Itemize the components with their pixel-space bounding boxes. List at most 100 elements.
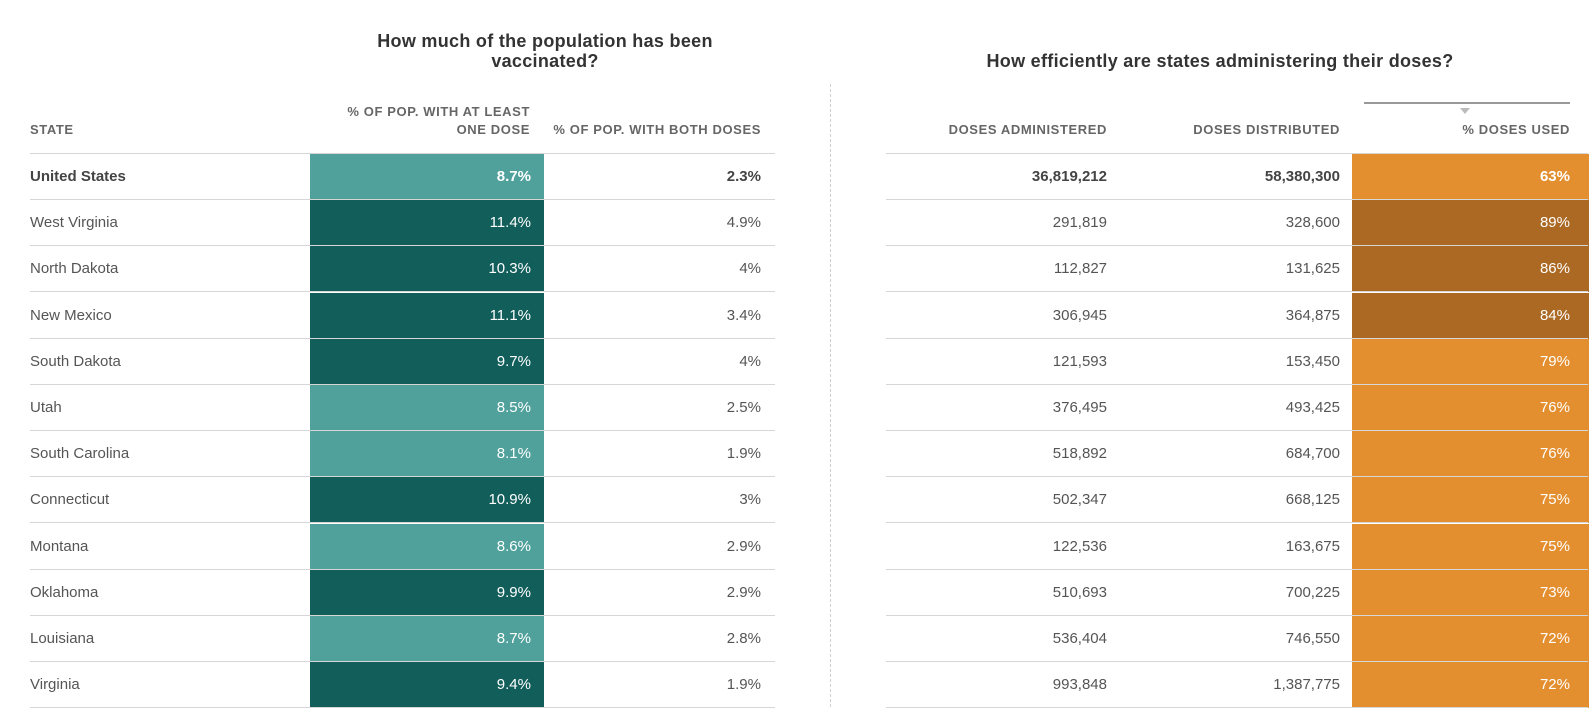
row-divider-left: [30, 430, 775, 431]
table-row[interactable]: North Dakota 10.3% 4% 112,827 131,625 86%: [0, 246, 1589, 292]
doses-administered-cell: 993,848: [1052, 676, 1107, 693]
one-dose-fill: [310, 385, 544, 431]
table-row[interactable]: South Dakota 9.7% 4% 121,593 153,450 79%: [0, 339, 1589, 385]
sort-descending-icon[interactable]: [1460, 108, 1470, 114]
right-panel-title: How efficiently are states administering…: [986, 51, 1454, 71]
one-dose-cell: 8.7%: [496, 630, 531, 647]
doses-used-cell: 75%: [1539, 538, 1570, 555]
table-row[interactable]: Oklahoma 9.9% 2.9% 510,693 700,225 73%: [0, 570, 1589, 616]
doses-used-fill: [1352, 293, 1589, 339]
doses-distributed-cell: 131,625: [1285, 260, 1340, 277]
both-doses-cell: 4.9%: [726, 214, 761, 231]
state-name-cell: South Carolina: [30, 445, 130, 462]
row-divider-right: [886, 430, 1588, 431]
row-divider-right: [886, 291, 1588, 292]
one-dose-fill: [310, 570, 544, 616]
row-divider-left: [30, 661, 775, 662]
doses-distributed-cell: 493,425: [1285, 399, 1340, 416]
doses-used-fill: [1352, 477, 1589, 523]
doses-used-cell: 76%: [1539, 445, 1570, 462]
state-name-cell: North Dakota: [30, 260, 119, 277]
header-doses-administered[interactable]: DOSES ADMINISTERED: [948, 122, 1107, 137]
row-divider-right: [886, 245, 1588, 246]
header-percent-doses-used[interactable]: % DOSES USED: [1462, 122, 1570, 137]
table-row-national[interactable]: United States 8.7% 2.3% 36,819,212 58,380,30…: [0, 154, 1589, 200]
doses-distributed-cell: 746,550: [1285, 630, 1340, 647]
one-dose-cell: 11.4%: [489, 214, 531, 231]
header-state[interactable]: STATE: [30, 122, 74, 137]
table-row[interactable]: South Carolina 8.1% 1.9% 518,892 684,700 76%: [0, 431, 1589, 477]
doses-administered-cell: 121,593: [1052, 353, 1107, 370]
row-divider-right: [886, 199, 1588, 200]
one-dose-cell: 9.7%: [496, 353, 531, 370]
doses-administered-cell: 536,404: [1052, 630, 1107, 647]
doses-administered-cell: 518,892: [1052, 445, 1107, 462]
row-divider-left: [30, 384, 775, 385]
doses-administered-cell: 502,347: [1052, 491, 1107, 508]
state-name-cell: United States: [30, 168, 126, 185]
row-divider-right: [886, 476, 1588, 477]
doses-administered-cell: 122,536: [1052, 538, 1107, 555]
row-divider-left: [30, 199, 775, 200]
row-divider-left: [30, 291, 775, 292]
one-dose-cell: 9.4%: [496, 676, 531, 693]
right-header-rule: [886, 153, 1588, 154]
doses-used-cell: 73%: [1539, 584, 1570, 601]
one-dose-fill: [310, 154, 544, 200]
doses-distributed-cell: 684,700: [1285, 445, 1340, 462]
doses-used-cell: 79%: [1539, 353, 1570, 370]
both-doses-cell: 4%: [739, 260, 761, 277]
both-doses-cell: 2.8%: [726, 630, 761, 647]
doses-administered-cell: 291,819: [1052, 214, 1107, 231]
table-row[interactable]: Montana 8.6% 2.9% 122,536 163,675 75%: [0, 524, 1589, 570]
doses-used-cell: 89%: [1539, 214, 1570, 231]
one-dose-fill: [310, 477, 544, 523]
row-divider-right: [886, 569, 1588, 570]
both-doses-cell: 3%: [739, 491, 761, 508]
doses-used-fill: [1352, 339, 1589, 385]
both-doses-cell: 3.4%: [726, 307, 761, 324]
row-divider-right: [886, 522, 1588, 523]
table-row[interactable]: Connecticut 10.9% 3% 502,347 668,125 75%: [0, 477, 1589, 523]
table-row[interactable]: Utah 8.5% 2.5% 376,495 493,425 76%: [0, 385, 1589, 431]
header-both-doses[interactable]: % OF POP. WITH BOTH DOSES: [553, 122, 761, 137]
table-row[interactable]: Virginia 9.4% 1.9% 993,848 1,387,775 72%: [0, 662, 1589, 708]
one-dose-fill: [310, 431, 544, 477]
state-name-cell: Oklahoma: [30, 584, 99, 601]
left-panel-title: How much of the population has been vacc…: [377, 31, 713, 71]
one-dose-fill: [310, 524, 544, 570]
one-dose-fill: [310, 616, 544, 662]
header-one-dose[interactable]: % OF POP. WITH AT LEAST ONE DOSE: [347, 104, 530, 137]
header-doses-distributed[interactable]: DOSES DISTRIBUTED: [1193, 122, 1340, 137]
table-row[interactable]: West Virginia 11.4% 4.9% 291,819 328,600 89%: [0, 200, 1589, 246]
one-dose-fill: [310, 200, 544, 246]
doses-used-cell: 72%: [1539, 676, 1570, 693]
both-doses-cell: 4%: [739, 353, 761, 370]
table-row[interactable]: Louisiana 8.7% 2.8% 536,404 746,550 72%: [0, 616, 1589, 662]
doses-distributed-cell: 668,125: [1285, 491, 1340, 508]
both-doses-cell: 2.5%: [726, 399, 761, 416]
state-name-cell: New Mexico: [30, 307, 112, 324]
row-divider-right: [886, 338, 1588, 339]
doses-used-fill: [1352, 154, 1589, 200]
one-dose-cell: 8.5%: [496, 399, 531, 416]
one-dose-fill: [310, 246, 544, 292]
table-row[interactable]: New Mexico 11.1% 3.4% 306,945 364,875 84%: [0, 293, 1589, 339]
doses-used-cell: 75%: [1539, 491, 1570, 508]
doses-used-fill: [1352, 200, 1589, 246]
doses-administered-cell: 306,945: [1052, 307, 1107, 324]
left-header-rule: [30, 153, 775, 154]
state-name-cell: Virginia: [30, 676, 80, 693]
doses-administered-cell: 376,495: [1052, 399, 1107, 416]
doses-used-cell: 63%: [1539, 168, 1570, 185]
row-divider-left: [30, 476, 775, 477]
doses-administered-cell: 112,827: [1053, 260, 1107, 277]
one-dose-cell: 11.1%: [489, 307, 531, 324]
doses-used-fill: [1352, 246, 1589, 292]
row-divider-left: [30, 615, 775, 616]
doses-distributed-cell: 364,875: [1285, 307, 1340, 324]
both-doses-cell: 2.3%: [726, 168, 761, 185]
doses-used-fill: [1352, 662, 1589, 708]
doses-used-cell: 76%: [1539, 399, 1570, 416]
both-doses-cell: 1.9%: [726, 676, 761, 693]
